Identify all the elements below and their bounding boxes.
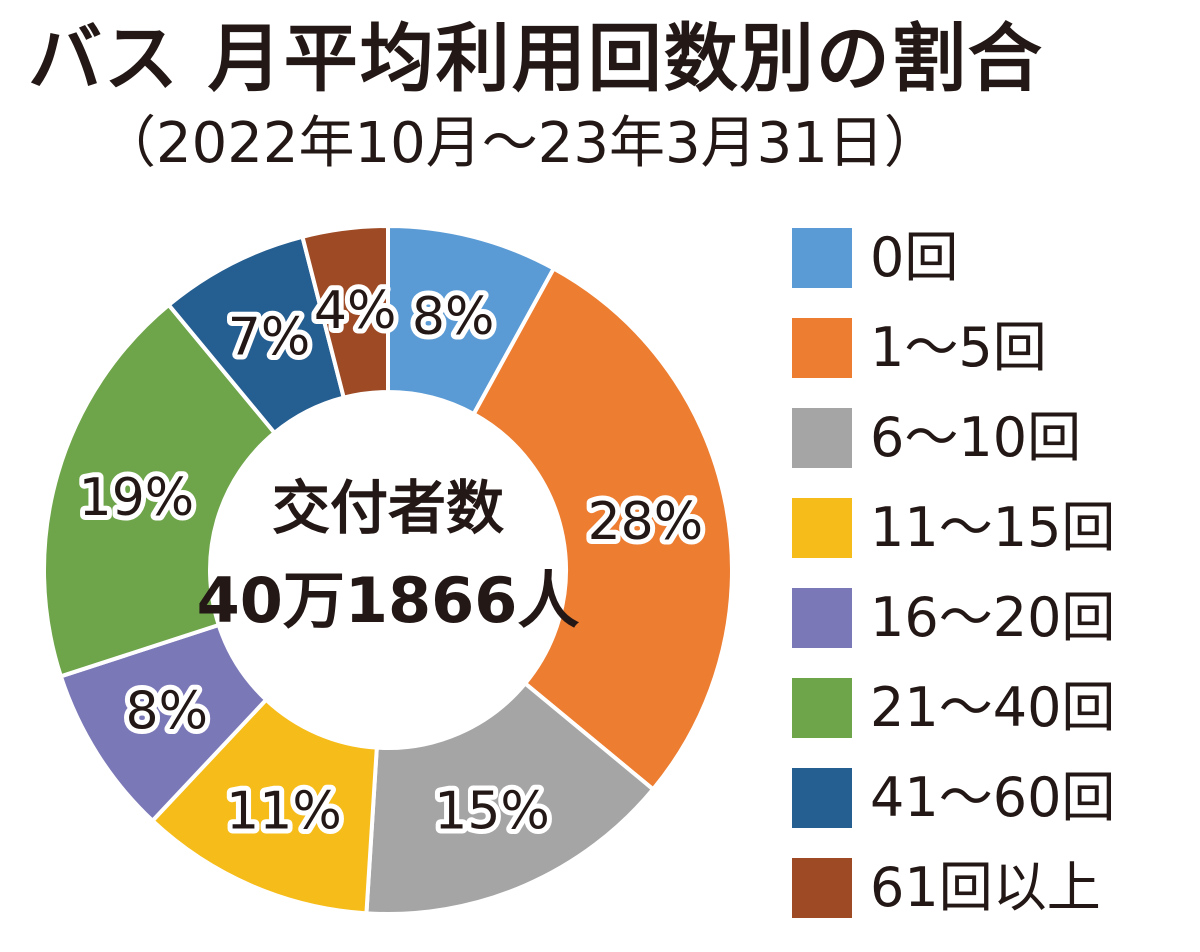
percent-label-6: 7% [228,308,311,368]
percent-label-1: 28% [588,492,704,552]
legend-item: 11〜15回 [792,496,1192,559]
legend-item: 6〜10回 [792,406,1192,469]
legend-label: 1〜5回 [870,316,1047,379]
donut-slice-5 [42,302,278,679]
legend-label: 11〜15回 [870,496,1116,559]
percent-label-7: 4% [314,281,397,341]
legend-item: 16〜20回 [792,586,1192,649]
donut-slice-2 [364,680,656,916]
legend-swatch [792,228,852,288]
legend-label: 0回 [870,226,959,289]
chart-subtitle: （2022年10月〜23年3月31日） [100,111,940,176]
donut-slice-7 [300,223,390,401]
legend-label: 41〜60回 [870,766,1116,829]
legend-item: 1〜5回 [792,316,1192,379]
legend-item: 0回 [792,226,1192,289]
center-label-count: 40万1866人 [197,564,580,637]
donut-slice-1 [471,265,734,793]
percent-label-3: 11% [226,781,342,841]
legend-swatch [792,588,852,648]
center-label-title: 交付者数 [272,474,504,542]
donut-chart: 8% 28% 15% 11% 8% 19% 7% 4% 交付者数 40万1866人 [42,223,734,916]
legend-item: 21〜40回 [792,676,1192,739]
legend-swatch [792,408,852,468]
legend-item: 61回以上 [792,856,1192,919]
legend-swatch [792,678,852,738]
donut-slices [42,223,734,916]
percent-label-2: 15% [434,781,550,841]
legend-swatch [792,858,852,918]
legend-label: 21〜40回 [870,676,1116,739]
chart-title: バス 月平均利用回数別の割合 [28,16,1044,102]
legend-swatch [792,318,852,378]
percent-label-5: 19% [79,468,195,528]
legend-label: 16〜20回 [870,586,1116,649]
legend-label: 6〜10回 [870,406,1082,469]
legend-swatch [792,768,852,828]
legend-swatch [792,498,852,558]
percent-label-4: 8% [126,681,209,741]
legend-item: 41〜60回 [792,766,1192,829]
percent-label-0: 8% [412,287,495,347]
legend-label: 61回以上 [870,856,1101,919]
percent-labels: 8% 28% 15% 11% 8% 19% 7% 4% [74,276,709,846]
